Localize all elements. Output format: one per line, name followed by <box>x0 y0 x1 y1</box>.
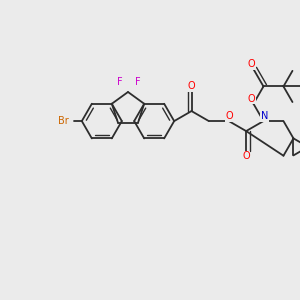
Text: O: O <box>188 81 195 91</box>
Text: O: O <box>248 59 255 69</box>
Text: Br: Br <box>58 116 69 126</box>
Text: O: O <box>248 94 255 104</box>
Text: N: N <box>261 111 268 121</box>
Text: F: F <box>135 77 141 87</box>
Text: F: F <box>117 77 123 87</box>
Text: O: O <box>225 111 232 121</box>
Text: O: O <box>242 151 250 161</box>
